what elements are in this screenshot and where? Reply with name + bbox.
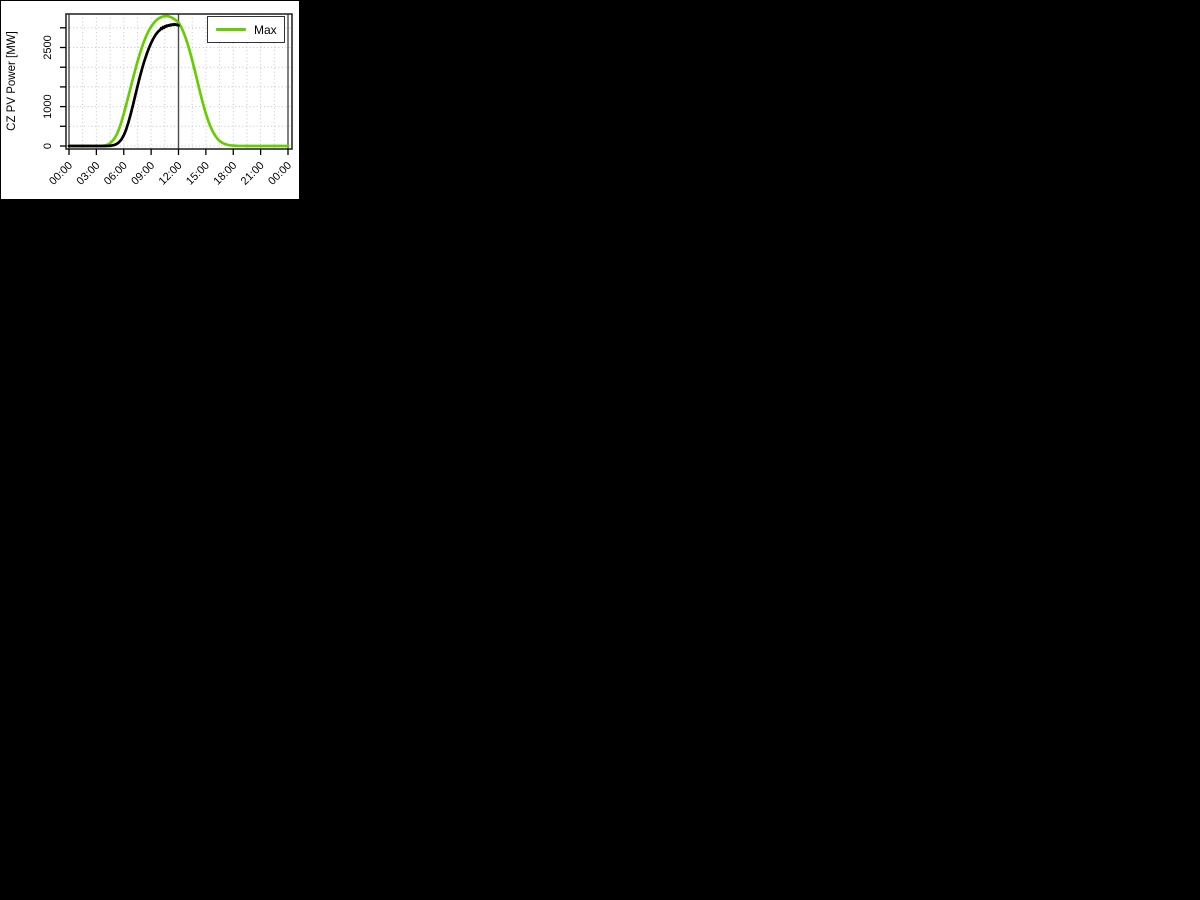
pv-power-chart: 00:00 03:00 06:00 09:00 12:00 15:00 18:00 21:00… (42, 13, 294, 188)
pv-power-chart-panel: 00:00 03:00 06:00 09:00 12:00 15:00 18:00 21:00… (0, 0, 300, 200)
actual-series-line (67, 22, 180, 148)
chart-legend: Max (207, 16, 285, 43)
x-tick-label: 00:00 (266, 160, 294, 188)
x-tick-label: 21:00 (239, 160, 267, 188)
max-series-line (67, 14, 290, 148)
y-tick-label: 1000 (42, 94, 54, 118)
legend-max-line-swatch (216, 28, 246, 31)
x-tick-label: 06:00 (102, 160, 130, 188)
y-tick-label: 0 (42, 143, 54, 149)
x-tick-label: 15:00 (184, 160, 212, 188)
y-tick-label: 2500 (42, 35, 54, 59)
x-tick-label: 18:00 (211, 160, 239, 188)
legend-max-label: Max (254, 22, 277, 37)
x-tick-label: 09:00 (129, 160, 157, 188)
x-tick-label: 00:00 (47, 160, 75, 188)
x-tick-label: 12:00 (157, 160, 185, 188)
y-axis-label: CZ PV Power [MW] (6, 31, 18, 131)
x-tick-label: 03:00 (75, 160, 103, 188)
